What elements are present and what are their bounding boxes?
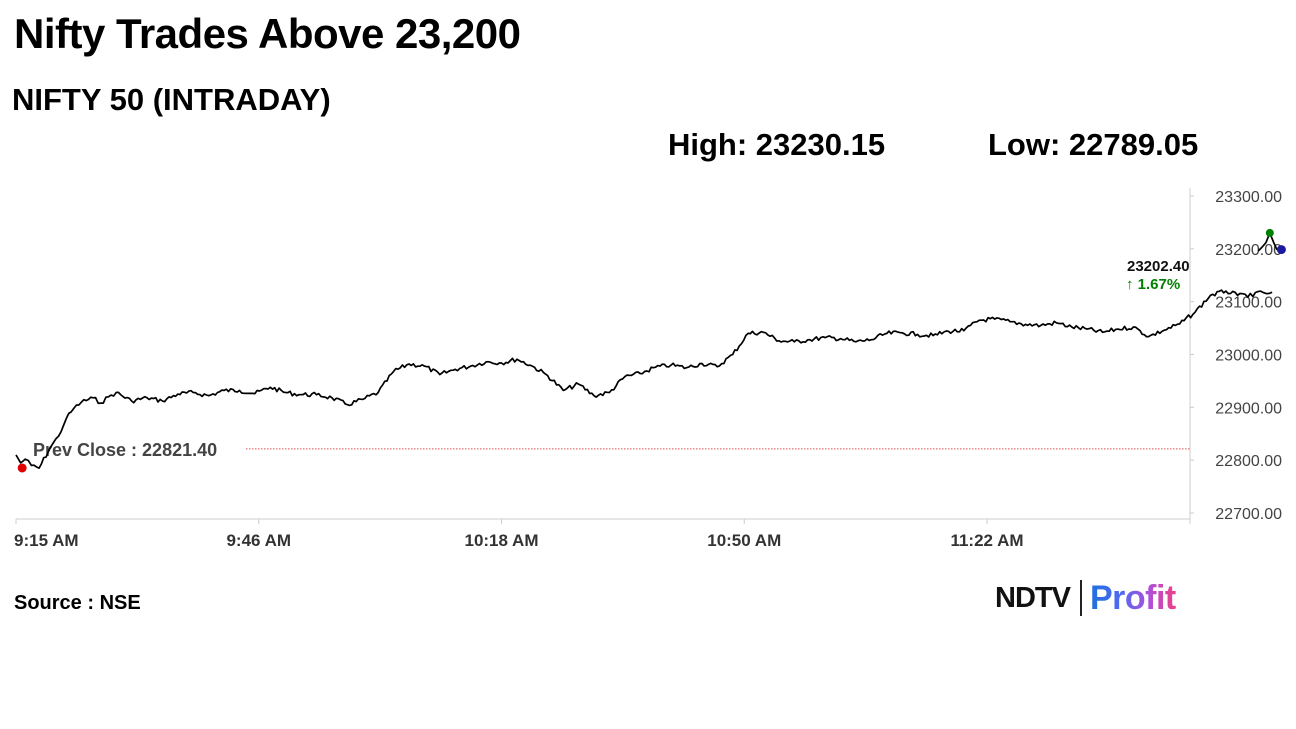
x-tick-label: 10:50 AM — [707, 531, 781, 550]
y-tick-label: 22700.00 — [1215, 506, 1282, 523]
y-tick-label: 22800.00 — [1215, 453, 1282, 470]
intraday-line-chart: 23300.00 23200.00 23100.00 23000.00 22900.00… — [14, 188, 1286, 550]
chart-title: Nifty Trades Above 23,200 — [14, 10, 521, 57]
price-series-line — [1257, 232, 1281, 252]
x-tick-label: 9:15 AM — [14, 531, 79, 550]
high-value: High: 23230.15 — [668, 127, 886, 162]
prev-close-label: Prev Close : 22821.40 — [33, 440, 217, 460]
x-tick-label: 9:46 AM — [226, 531, 291, 550]
x-tick-label: 11:22 AM — [950, 531, 1023, 550]
x-tick-label: 10:18 AM — [464, 531, 538, 550]
source-note: Source : NSE — [14, 592, 141, 614]
ndtv-profit-logo: NDTV Profit — [995, 578, 1176, 618]
y-tick-label: 23100.00 — [1215, 295, 1282, 312]
y-tick-label: 23200.00 — [1215, 242, 1282, 259]
last-price-label: 23202.40 — [1127, 258, 1190, 275]
price-series-line — [15, 289, 1273, 469]
last-price-marker — [1276, 245, 1286, 255]
logo-ndtv-text: NDTV — [995, 581, 1071, 614]
y-tick-label: 22900.00 — [1215, 400, 1282, 417]
y-tick-label: 23000.00 — [1215, 348, 1282, 365]
chart-subtitle: NIFTY 50 (INTRADAY) — [12, 82, 331, 117]
low-point-marker — [17, 463, 27, 473]
low-value: Low: 22789.05 — [988, 127, 1199, 162]
logo-separator — [1079, 580, 1082, 616]
change-percent-label: ↑ 1.67% — [1126, 276, 1180, 293]
high-point-marker — [1265, 228, 1274, 237]
y-tick-label: 23300.00 — [1215, 189, 1282, 206]
logo-profit-text: Profit — [1089, 578, 1176, 617]
